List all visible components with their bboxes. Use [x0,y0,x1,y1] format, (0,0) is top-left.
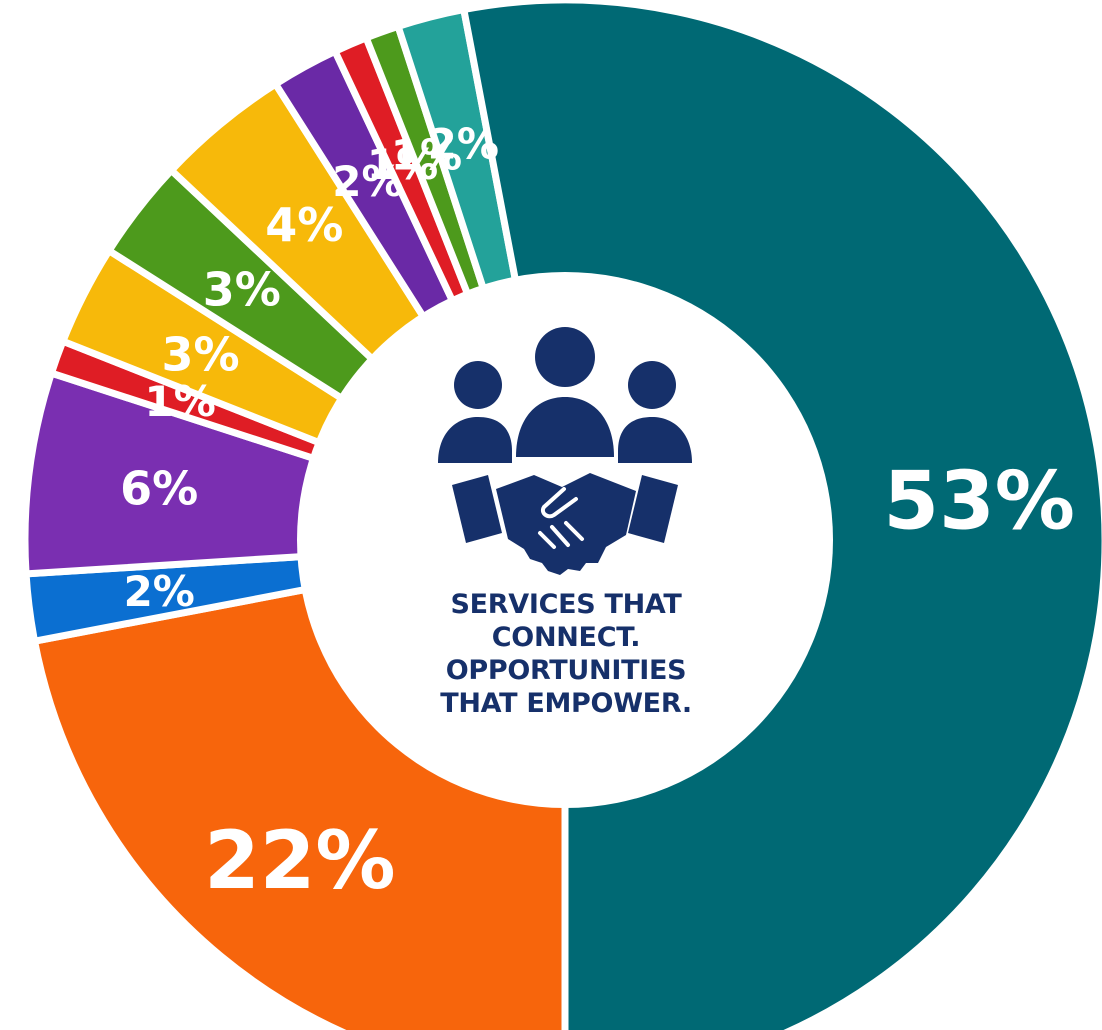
center-caption-line-1: SERVICES THAT [450,589,682,620]
center-caption: SERVICES THAT CONNECT. OPPORTUNITIES THA… [401,588,731,720]
slice-label-2: 2% [124,567,195,616]
right-person-head-icon [628,361,676,409]
slice-label-3: 6% [120,462,198,516]
slice-label-11: 2% [428,119,499,168]
slice-label-10: 1% [391,131,462,180]
center-caption-line-4: THAT EMPOWER. [440,688,692,719]
slice-label-9: 1% [367,140,438,189]
slice-label-4: 1% [145,377,216,426]
left-person-head-icon [454,361,502,409]
right-person-body-icon [618,417,692,463]
left-cuff-icon [452,475,502,543]
slice-label-7: 4% [265,198,343,252]
center-person-body-icon [516,397,614,457]
slices-group [21,0,1102,1030]
handshake-detail-4 [564,521,584,541]
center-person-head-icon [535,327,595,387]
slice-label-6: 3% [203,262,281,316]
left-person-body-icon [438,417,512,463]
labels-group: 22%2%6%1%3%3%4%2%1%1%2%53% [120,119,1075,907]
slice-label-8: 2% [332,157,403,206]
center-caption-line-3: OPPORTUNITIES [445,655,687,686]
slice-label-12: 53% [883,454,1074,547]
people-handshake-icon [438,327,692,575]
slice-label-5: 3% [162,327,240,381]
handshake-detail-1 [541,487,578,519]
handshake-detail-2 [538,531,556,549]
handshake-detail-3 [550,525,570,547]
right-cuff-icon [628,475,678,543]
center-caption-line-2: CONNECT. [491,622,641,653]
slice-label-1: 22% [204,814,395,907]
